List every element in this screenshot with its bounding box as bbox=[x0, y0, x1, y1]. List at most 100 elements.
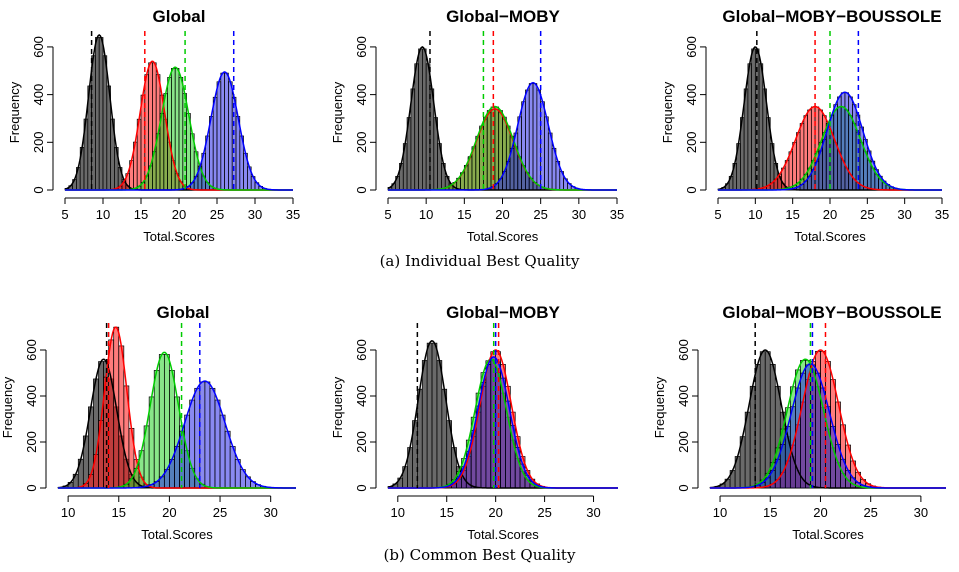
x-tick-label: 25 bbox=[213, 505, 227, 520]
histogram-bar bbox=[418, 48, 423, 191]
histogram-bar bbox=[224, 430, 231, 489]
x-tick-label: 35 bbox=[610, 207, 624, 222]
histogram-bar bbox=[528, 83, 534, 191]
histogram-bar bbox=[158, 354, 165, 489]
x-tick-label: 10 bbox=[61, 505, 75, 520]
histogram-bar bbox=[118, 345, 125, 489]
histogram-bar bbox=[108, 339, 115, 489]
histogram-bar bbox=[844, 92, 850, 191]
y-axis-label: Frequency bbox=[330, 376, 345, 438]
histogram-bar bbox=[747, 63, 752, 191]
histogram-bar bbox=[422, 48, 427, 191]
x-axis-label: Total.Scores bbox=[143, 229, 215, 244]
panel-title: Global bbox=[153, 7, 206, 26]
x-tick-label: 30 bbox=[897, 207, 911, 222]
x-tick-label: 10 bbox=[419, 207, 433, 222]
histogram-bar bbox=[98, 37, 104, 191]
histogram-panel-a2: 5 10 15 20 25 30 35 0 200 400 600 Global−MOBY Total.… bbox=[330, 7, 624, 244]
x-tick-label: 10 bbox=[96, 207, 110, 222]
histogram-bar bbox=[178, 77, 184, 191]
y-axis-label: Frequency bbox=[330, 81, 345, 143]
histogram-bar bbox=[220, 72, 225, 191]
histogram-bar bbox=[486, 110, 492, 191]
y-tick-label: 400 bbox=[31, 84, 46, 106]
histogram-bar bbox=[235, 116, 241, 191]
histogram-panel-b1: 10 15 20 25 30 0 200 400 600 Global Total.Scores Fr… bbox=[0, 303, 297, 542]
x-tick-label: 20 bbox=[495, 207, 509, 222]
density-curve-blue bbox=[65, 71, 293, 191]
histogram-bar bbox=[805, 364, 811, 489]
y-tick-label: 400 bbox=[354, 385, 369, 407]
panel-title: Global bbox=[157, 303, 210, 322]
y-tick-label: 200 bbox=[676, 431, 691, 453]
x-tick-label: 30 bbox=[586, 505, 600, 520]
x-tick-label: 20 bbox=[172, 207, 186, 222]
histogram-bar bbox=[485, 364, 492, 489]
x-tick-label: 15 bbox=[134, 207, 148, 222]
density-curve-blue bbox=[58, 380, 297, 489]
y-axis-label: Frequency bbox=[660, 81, 675, 143]
caption-a: (a) Individual Best Quality bbox=[379, 252, 580, 270]
x-tick-label: 25 bbox=[537, 505, 551, 520]
histogram-bar bbox=[163, 354, 170, 489]
density-curve-blue bbox=[718, 91, 942, 191]
panel-title: Global−MOBY bbox=[446, 303, 560, 322]
x-tick-label: 10 bbox=[748, 207, 762, 222]
x-tick-label: 25 bbox=[210, 207, 224, 222]
histogram-bar bbox=[426, 342, 433, 489]
panel-title: Global−MOBY−BOUSSOLE bbox=[722, 7, 941, 26]
y-tick-label: 600 bbox=[31, 36, 46, 58]
histogram-bar bbox=[751, 48, 756, 191]
x-tick-label: 5 bbox=[61, 207, 68, 222]
x-tick-label: 15 bbox=[785, 207, 799, 222]
y-tick-label: 600 bbox=[676, 339, 691, 361]
histogram-bar bbox=[228, 81, 233, 191]
y-tick-label: 400 bbox=[684, 84, 699, 106]
y-tick-label: 0 bbox=[684, 186, 699, 193]
histogram-bar bbox=[758, 63, 764, 191]
x-axis-label: Total.Scores bbox=[792, 527, 864, 542]
x-tick-label: 30 bbox=[572, 207, 586, 222]
histogram-bar bbox=[800, 372, 806, 489]
y-tick-label: 0 bbox=[676, 484, 691, 491]
y-tick-label: 0 bbox=[31, 186, 46, 193]
y-tick-label: 400 bbox=[354, 84, 369, 106]
x-tick-label: 30 bbox=[263, 505, 277, 520]
y-tick-label: 400 bbox=[676, 385, 691, 407]
x-axis-label: Total.Scores bbox=[794, 229, 866, 244]
x-tick-label: 15 bbox=[439, 505, 453, 520]
x-tick-label: 5 bbox=[384, 207, 391, 222]
x-axis-label: Total.Scores bbox=[467, 229, 539, 244]
histogram-bar bbox=[436, 360, 443, 489]
histogram-bar bbox=[792, 141, 797, 191]
histogram-panel-b2: 10 15 20 25 30 0 200 400 600 Global−MOBY Total.Sco… bbox=[330, 303, 618, 542]
series-black-bars bbox=[387, 48, 461, 191]
y-tick-label: 600 bbox=[684, 36, 699, 58]
x-tick-label: 35 bbox=[935, 207, 949, 222]
x-tick-label: 20 bbox=[823, 207, 837, 222]
histogram-bar bbox=[544, 116, 549, 191]
histogram-bar bbox=[219, 414, 226, 489]
x-tick-label: 20 bbox=[813, 505, 827, 520]
y-tick-label: 0 bbox=[354, 484, 369, 491]
histogram-bar bbox=[837, 96, 842, 191]
histogram-panel-a3: 5 10 15 20 25 30 35 0 200 400 600 Global−MOBY−BOUSS… bbox=[660, 7, 949, 244]
caption-b: (b) Common Best Quality bbox=[383, 546, 576, 564]
x-tick-label: 20 bbox=[162, 505, 176, 520]
x-tick-label: 20 bbox=[488, 505, 502, 520]
y-tick-label: 200 bbox=[354, 431, 369, 453]
histogram-bar bbox=[199, 381, 206, 489]
x-tick-label: 25 bbox=[533, 207, 547, 222]
x-tick-label: 25 bbox=[860, 207, 874, 222]
histogram-bar bbox=[95, 37, 100, 191]
histogram-bar bbox=[859, 126, 864, 191]
series-black-bars bbox=[64, 37, 138, 191]
histogram-bar bbox=[421, 360, 428, 489]
histogram-bar bbox=[194, 387, 201, 489]
y-tick-label: 0 bbox=[24, 484, 39, 491]
histogram-bar bbox=[224, 72, 229, 191]
panel-title: Global−MOBY−BOUSSOLE bbox=[722, 303, 941, 322]
histogram-bar bbox=[93, 454, 99, 489]
histogram-bar bbox=[209, 116, 214, 191]
